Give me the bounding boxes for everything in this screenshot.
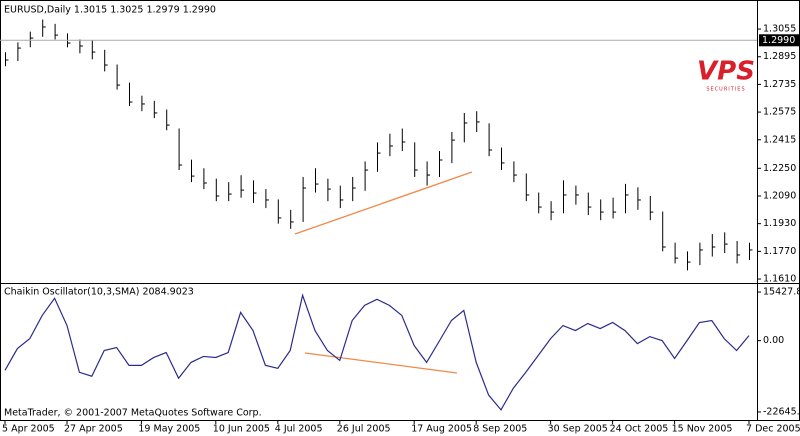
oscillator-title: Chaikin Oscillator(10,3,SMA) 2084.9023 [4, 287, 194, 298]
y-tick-label: 1.2735 [763, 79, 796, 90]
x-tick-label: 15 Nov 2005 [672, 424, 733, 435]
y-tick-label: 0.00 [763, 335, 784, 346]
trend-line [294, 171, 473, 235]
y-tick-label: -22645.1 [763, 406, 800, 417]
x-tick-label: 19 May 2005 [138, 424, 200, 435]
chart-title: EURUSD,Daily 1.3015 1.3025 1.2979 1.2990 [4, 5, 216, 16]
x-tick-label: 30 Sep 2005 [548, 424, 608, 435]
logo-subtitle: SECURITIES [706, 87, 745, 93]
x-tick-label: 5 Apr 2005 [2, 424, 55, 435]
x-tick-label: 7 Dec 2005 [746, 424, 800, 435]
last-price-box [759, 34, 799, 47]
x-tick-label: 26 Jul 2005 [337, 424, 391, 435]
y-tick-label: 1.2090 [763, 190, 796, 201]
y-tick-label: 1.2895 [763, 51, 796, 62]
last-price-label: 1.2990 [762, 35, 795, 46]
y-tick-label: 1.2250 [763, 163, 796, 174]
y-tick-label: 1.1610 [763, 274, 796, 285]
y-tick-label: 1.1930 [763, 218, 796, 229]
x-tick-label: 10 Jun 2005 [213, 424, 270, 435]
x-tick-label: 17 Aug 2005 [411, 424, 472, 435]
copyright: MetaTrader, © 2001-2007 MetaQuotes Softw… [4, 408, 262, 419]
x-tick-label: 8 Sep 2005 [473, 424, 527, 435]
x-tick-label: 27 Apr 2005 [64, 424, 123, 435]
logo-text: VPS [697, 57, 755, 87]
y-tick-label: 1.2575 [763, 107, 796, 118]
x-tick-label: 4 Jul 2005 [275, 424, 323, 435]
logo: VPS SECURITIES [697, 57, 755, 93]
y-tick-label: 15427.86 [763, 287, 800, 298]
y-tick-label: 1.1770 [763, 246, 796, 257]
y-tick-label: 1.3055 [763, 24, 796, 35]
frame [0, 0, 800, 421]
y-tick-label: 1.2415 [763, 134, 796, 145]
trend-line [304, 352, 458, 374]
oscillator-line [4, 293, 750, 411]
x-tick-label: 24 Oct 2005 [610, 424, 669, 435]
